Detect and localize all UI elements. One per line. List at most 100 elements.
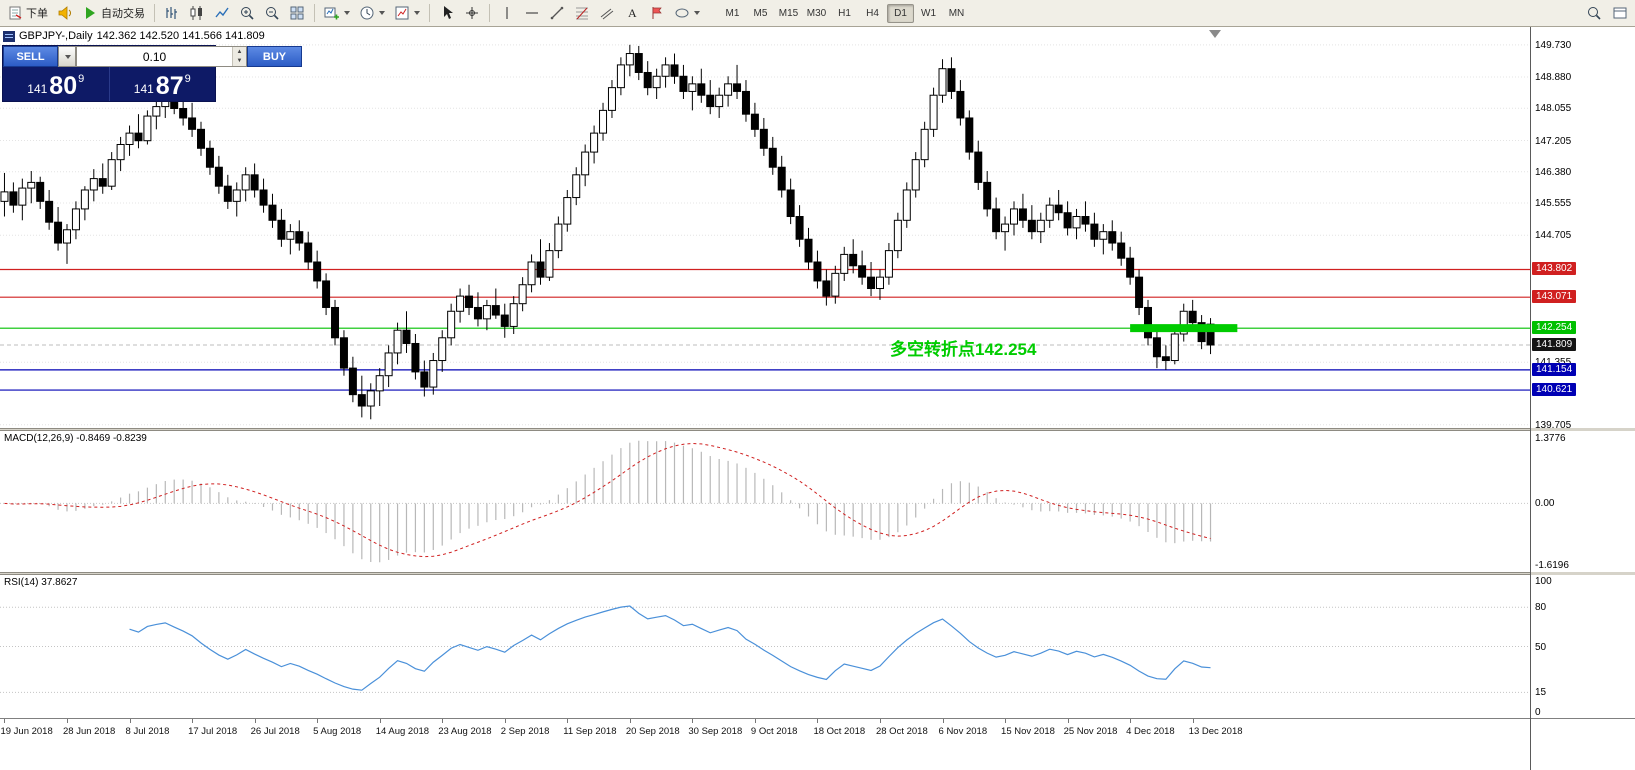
time-axis-label: 14 Aug 2018 [375, 726, 430, 737]
crosshair-button[interactable] [460, 3, 484, 24]
text-tool-button[interactable]: A [620, 3, 644, 24]
timeframe-m1[interactable]: M1 [719, 4, 746, 23]
new-order-button[interactable]: 下单 [3, 3, 52, 24]
rsi-header: RSI(14) 37.8627 [4, 577, 78, 588]
rsi-plot[interactable] [0, 575, 1530, 718]
timeframe-m30[interactable]: M30 [803, 4, 830, 23]
trendline-button[interactable] [545, 3, 569, 24]
chevron-down-icon [414, 11, 420, 15]
macd-header: MACD(12,26,9) -0.8469 -0.8239 [4, 433, 147, 444]
scale-tick-label: -1.6196 [1535, 560, 1569, 571]
chevron-down-icon [64, 54, 71, 59]
time-axis-label: 25 Nov 2018 [1063, 726, 1118, 737]
equidistant-channel-icon [600, 8, 614, 20]
time-axis-tick [129, 719, 131, 723]
volume-input[interactable] [77, 47, 232, 66]
time-axis-label: 28 Jun 2018 [63, 726, 116, 737]
time-axis-tick [817, 719, 819, 723]
main-chart-panel[interactable]: GBPJPY-,Daily 142.362 142.520 141.566 14… [0, 27, 1530, 428]
zoom-in-button[interactable] [235, 3, 259, 24]
scale-tick-label: 148.880 [1535, 72, 1572, 84]
time-axis-label: 2 Sep 2018 [500, 726, 550, 737]
new-chart-icon [324, 7, 339, 20]
timeframe-m15[interactable]: M15 [775, 4, 802, 23]
toolbar-separator [314, 4, 315, 22]
autotrading-button[interactable]: 自动交易 [78, 3, 149, 24]
macd-plot[interactable] [0, 431, 1530, 572]
time-axis-label: 11 Sep 2018 [563, 726, 617, 737]
timeframe-toolbar: M1 M5 M15 M30 H1 H4 D1 W1 MN [719, 3, 970, 23]
ellipse-icon [675, 8, 689, 18]
timeframe-m5[interactable]: M5 [747, 4, 774, 23]
time-axis-tick [4, 719, 6, 723]
sell-button[interactable]: SELL [3, 46, 58, 67]
panel-separator[interactable] [0, 572, 1530, 575]
scale-tick-label: 0 [1535, 707, 1541, 718]
chevron-down-icon [694, 11, 700, 15]
time-axis-label: 23 Aug 2018 [438, 726, 492, 737]
horizontal-line-button[interactable] [520, 3, 544, 24]
bar-chart-icon [166, 7, 177, 19]
bid-ask-row: 141 80 9 141 87 9 [3, 67, 215, 101]
rsi-panel[interactable]: RSI(14) 37.8627 [0, 575, 1530, 718]
bar-chart-button[interactable] [160, 3, 184, 24]
macd-panel[interactable]: MACD(12,26,9) -0.8469 -0.8239 [0, 431, 1530, 572]
svg-text:A: A [628, 6, 637, 20]
candlestick-chart-button[interactable] [185, 3, 209, 24]
time-axis-tick [504, 719, 506, 723]
price-axis[interactable]: 149.730 148.880 148.055 147.205 146.380 145.5… [1530, 27, 1635, 770]
indicators-button[interactable] [390, 3, 424, 24]
price-line-label: 143.071 [1532, 290, 1577, 304]
scale-tick-label: 100 [1535, 576, 1552, 587]
cursor-button[interactable] [435, 3, 459, 24]
main-chart-plot[interactable] [0, 27, 1530, 428]
fibonacci-button[interactable] [570, 3, 594, 24]
time-axis-tick [442, 719, 444, 723]
volume-up-button[interactable]: ▲ [233, 47, 246, 57]
ask-price[interactable]: 141 87 9 [108, 67, 216, 101]
trade-controls-row: SELL ▲ ▼ BUY [3, 46, 302, 67]
timeframe-mn[interactable]: MN [943, 4, 970, 23]
bid-price[interactable]: 141 80 9 [3, 67, 109, 101]
time-axis[interactable]: 19 Jun 2018 28 Jun 2018 8 Jul 2018 17 Jul 2… [0, 718, 1530, 742]
time-axis-label: 6 Nov 2018 [938, 726, 988, 737]
zoom-out-button[interactable] [260, 3, 284, 24]
toolbar-separator [154, 4, 155, 22]
candlestick-chart-icon [190, 6, 202, 20]
label-tool-button[interactable] [645, 3, 669, 24]
bid-prefix: 141 [27, 82, 48, 96]
crosshair-icon [466, 7, 478, 19]
timeframe-d1[interactable]: D1 [887, 3, 914, 23]
alert-button[interactable] [53, 3, 77, 24]
panel-separator[interactable] [0, 428, 1530, 431]
timeframe-h4[interactable]: H4 [859, 4, 886, 23]
time-axis-label: 5 Aug 2018 [313, 726, 362, 737]
volume-box: ▲ ▼ [76, 46, 247, 67]
time-axis-label: 18 Oct 2018 [813, 726, 866, 737]
profiles-button[interactable] [355, 3, 389, 24]
time-axis-label: 8 Jul 2018 [125, 726, 170, 737]
horizontal-line-icon [526, 12, 538, 14]
timeframe-h1[interactable]: H1 [831, 4, 858, 23]
fibonacci-icon [576, 7, 588, 20]
line-chart-icon [215, 7, 229, 18]
shapes-button[interactable] [670, 3, 704, 24]
play-icon [86, 7, 95, 19]
new-chart-button[interactable] [320, 3, 354, 24]
time-axis-tick [192, 719, 194, 723]
buy-button[interactable]: BUY [247, 46, 302, 67]
timeframe-w1[interactable]: W1 [915, 4, 942, 23]
order-type-dropdown[interactable] [58, 46, 76, 67]
bid-pip-digit: 9 [78, 73, 85, 85]
vertical-line-button[interactable] [495, 3, 519, 24]
search-button[interactable] [1582, 3, 1606, 24]
tile-windows-button[interactable] [285, 3, 309, 24]
scale-tick-label: 148.055 [1535, 103, 1572, 115]
scale-tick-label: 141.355 [1535, 356, 1571, 369]
volume-down-button[interactable]: ▼ [233, 56, 246, 66]
charts-column: GBPJPY-,Daily 142.362 142.520 141.566 14… [0, 27, 1530, 770]
time-axis-tick [629, 719, 631, 723]
line-chart-button[interactable] [210, 3, 234, 24]
channel-button[interactable] [595, 3, 619, 24]
data-window-button[interactable] [1608, 3, 1632, 24]
